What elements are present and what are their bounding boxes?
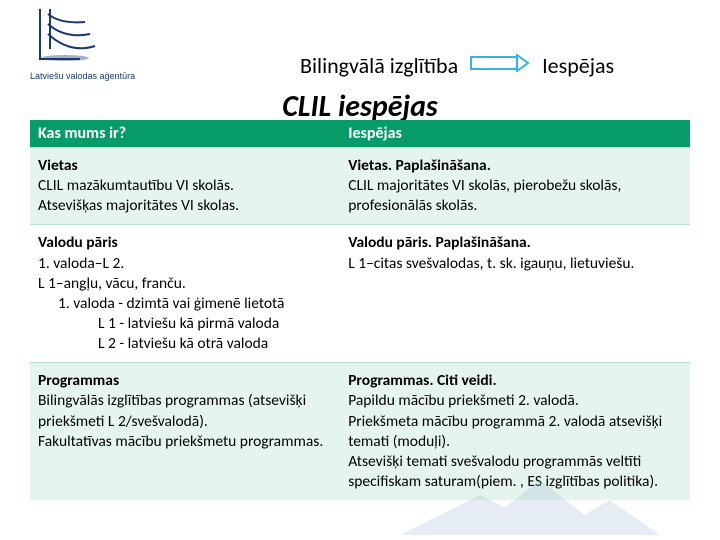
cell-body: Papildu mācību priekšmeti 2. valodā. Pri… (348, 391, 662, 491)
cell-heading: Valodu pāris (38, 233, 118, 252)
arrow-icon (470, 54, 530, 77)
cell-extra: 1. valoda - dzimtā vai ģimenē lietotā (38, 294, 332, 314)
cell-heading: Vietas (38, 156, 78, 175)
cell-extra: L 1 - latviešu kā pirmā valoda (38, 314, 332, 334)
cell-body: CLIL majoritātes VI skolās, pierobežu sk… (348, 176, 621, 215)
logo-caption: Latviešu valodas aģentūra (30, 71, 135, 81)
cell-heading: Programmas (38, 371, 119, 390)
cell-body: CLIL mazākumtautību VI skolās.Atsevišķas… (38, 176, 239, 215)
cell-body: Bilingvālās izglītības programmas (atsev… (38, 391, 323, 450)
cell-heading: Valodu pāris. Paplašināšana. (348, 233, 531, 252)
table-row: Programmas Bilingvālās izglītības progra… (30, 363, 690, 500)
col-header-1: Kas mums ir? (30, 120, 340, 148)
cell-extra: L 2 - latviešu kā otrā valoda (38, 334, 332, 354)
cell-heading: Programmas. Citi veidi. (348, 371, 496, 390)
top-right-text: Iespējas (542, 52, 614, 79)
top-row: Bilingvālā izglītība Iespējas (300, 52, 700, 79)
agency-logo: Latviešu valodas aģentūra (30, 4, 150, 89)
table-row: Vietas CLIL mazākumtautību VI skolās.Ats… (30, 148, 690, 225)
cell-body: L 1–citas svešvalodas, t. sk. igauņu, li… (348, 254, 634, 273)
table-row: Valodu pāris 1. valoda–L 2.L 1–angļu, vā… (30, 225, 690, 363)
clil-table: Kas mums ir? Iespējas Vietas CLIL mazāku… (30, 120, 690, 500)
top-left-text: Bilingvālā izglītība (300, 52, 458, 79)
col-header-2: Iespējas (340, 120, 690, 148)
cell-heading: Vietas. Paplašināšana. (348, 156, 491, 175)
cell-body: 1. valoda–L 2.L 1–angļu, vācu, franču. (38, 254, 186, 293)
